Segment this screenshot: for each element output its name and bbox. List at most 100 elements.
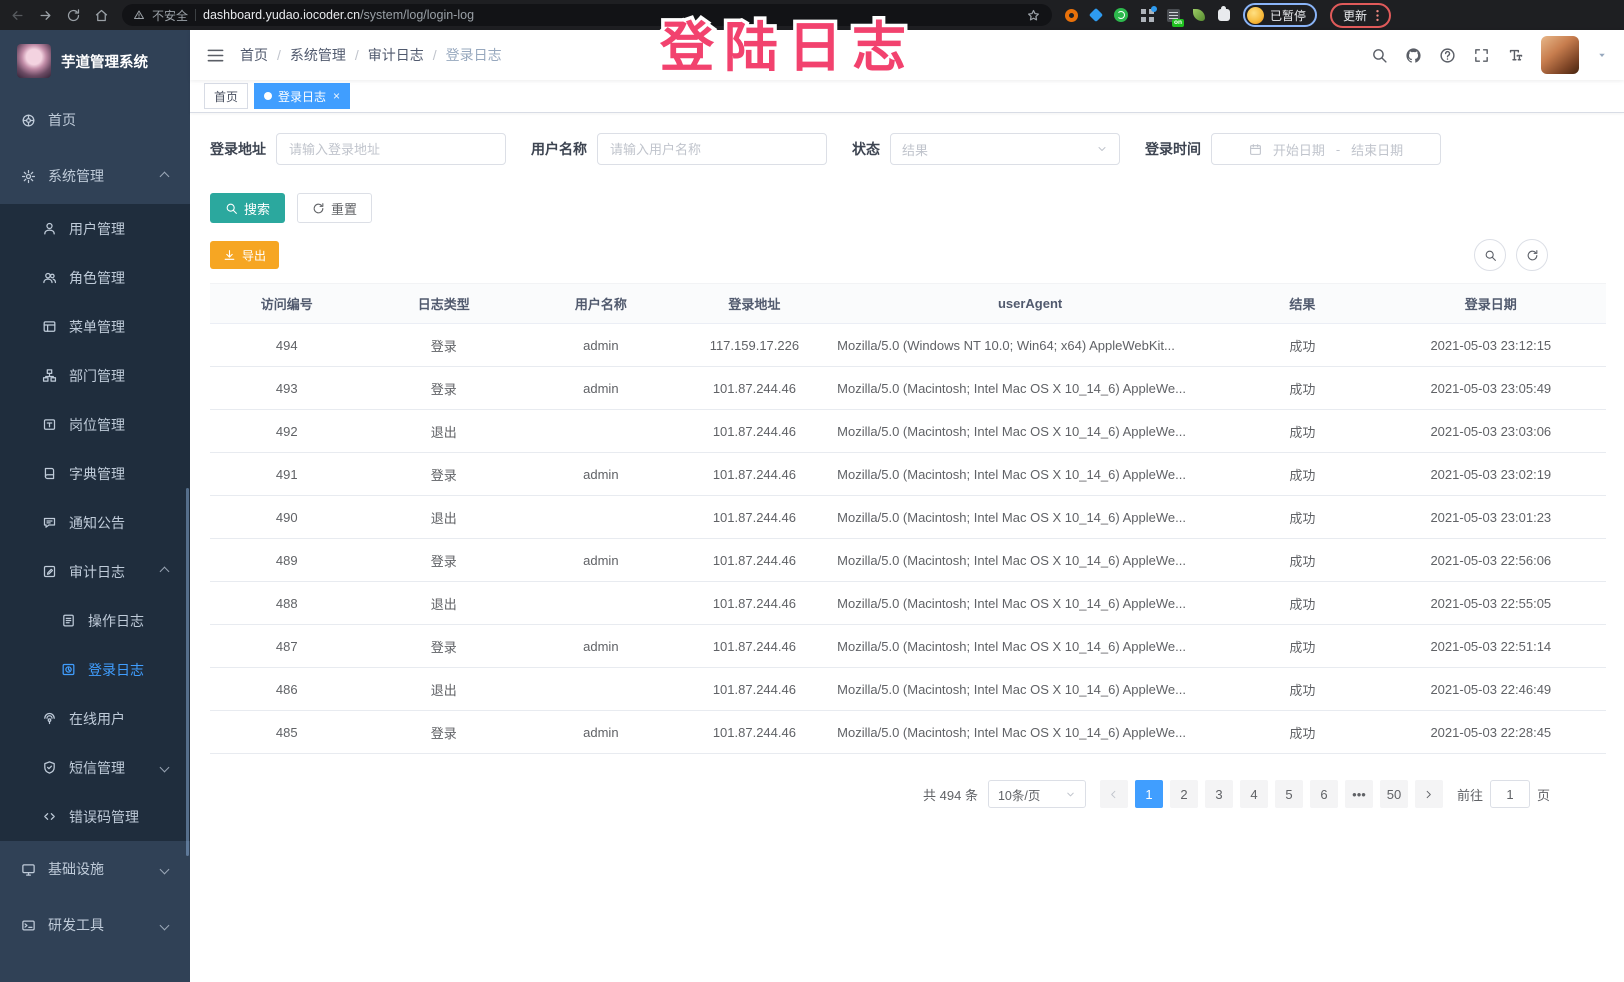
page-size-select[interactable]: 10条/页 — [987, 780, 1086, 808]
active-tab-dot — [264, 92, 273, 100]
refresh-icon — [1526, 249, 1539, 262]
sidebar-item-online[interactable]: 在线用户 — [0, 694, 190, 743]
sidebar-item-notice[interactable]: 通知公告 — [0, 498, 190, 547]
chevron-down-icon — [1096, 143, 1108, 155]
table-cell: Mozilla/5.0 (Macintosh; Intel Mac OS X 1… — [831, 452, 1230, 496]
header-search-icon[interactable] — [1371, 47, 1388, 64]
sidebar-toggle-button[interactable] — [206, 46, 225, 65]
toggle-search-button[interactable] — [1474, 239, 1506, 271]
next-page-button[interactable] — [1414, 780, 1443, 808]
user-avatar[interactable] — [1541, 36, 1579, 74]
fullscreen-icon[interactable] — [1473, 47, 1490, 64]
sidebar-item-label: 字典管理 — [69, 465, 125, 482]
tab-login-log[interactable]: 登录日志 × — [254, 83, 351, 109]
browser-back-icon[interactable] — [10, 8, 25, 23]
sidebar-item-loginlog[interactable]: 登录日志 — [0, 645, 190, 694]
sidebar-item-label: 部门管理 — [69, 367, 125, 384]
breadcrumb-audit-log[interactable]: 审计日志 — [367, 47, 424, 63]
pager: 1 2 3 4 5 6 ••• 50 — [1099, 780, 1443, 808]
tab-close-icon[interactable]: × — [333, 89, 341, 103]
extension-blue-icon[interactable] — [1088, 7, 1104, 23]
help-icon[interactable] — [1439, 47, 1456, 64]
address-bar[interactable]: 不安全 dashboard.yudao.iocoder.cn/system/lo… — [122, 4, 1052, 26]
browser-home-icon[interactable] — [94, 8, 109, 23]
sidebar-item-system[interactable]: 系统管理 — [0, 148, 190, 204]
table-cell: Mozilla/5.0 (Windows NT 10.0; Win64; x64… — [831, 323, 1230, 367]
extensions-puzzle-icon[interactable] — [1218, 6, 1230, 21]
sidebar-item-infra[interactable]: 基础设施 — [0, 841, 190, 897]
login-address-input[interactable] — [276, 133, 506, 165]
reset-button[interactable]: 重置 — [297, 193, 373, 223]
extension-green-refresh-icon[interactable] — [1114, 8, 1128, 22]
font-size-icon[interactable] — [1507, 47, 1524, 64]
page-button-50[interactable]: 50 — [1379, 780, 1408, 808]
table-cell: 登录 — [363, 323, 525, 367]
table-cell: 2021-05-03 22:55:05 — [1375, 581, 1606, 625]
sidebar-menu: 首页 系统管理 用户管理 角色管理 菜单管理部门管理岗位管理字典管理通知公告 审计日志操作… — [0, 92, 190, 953]
breadcrumb-home[interactable]: 首页 — [240, 47, 268, 63]
browser-menu-icon[interactable] — [1370, 8, 1385, 23]
browser-profile-chip[interactable]: 已暂停 — [1243, 3, 1318, 27]
tab-home[interactable]: 首页 — [204, 83, 249, 109]
bookmark-star-icon[interactable] — [1026, 8, 1041, 23]
page-button-2[interactable]: 2 — [1169, 780, 1198, 808]
browser-reload-icon[interactable] — [66, 8, 81, 23]
sidebar-item-errorcode[interactable]: 错误码管理 — [0, 792, 190, 841]
table-cell: 101.87.244.46 — [677, 581, 832, 625]
page-button-3[interactable]: 3 — [1204, 780, 1233, 808]
table-row: 487 登录 admin 101.87.244.46 Mozilla/5.0 (Maci… — [210, 624, 1606, 668]
more-pages-button[interactable]: ••• — [1344, 780, 1373, 808]
sidebar-item-dept[interactable]: 部门管理 — [0, 351, 190, 400]
export-button[interactable]: 导出 — [210, 241, 280, 269]
browser-update-button[interactable]: 更新 — [1330, 2, 1392, 28]
peoples-icon — [42, 270, 57, 285]
sidebar-item-role[interactable]: 角色管理 — [0, 253, 190, 302]
table-cell: 成功 — [1229, 710, 1376, 754]
sidebar-item-user[interactable]: 用户管理 — [0, 204, 190, 253]
page-button-1[interactable]: 1 — [1134, 780, 1163, 808]
status-placeholder: 结果 — [902, 142, 929, 158]
extension-orange-icon[interactable] — [1065, 8, 1078, 22]
sidebar-item-dict[interactable]: 字典管理 — [0, 449, 190, 498]
app-title: 芋道管理系统 — [61, 54, 148, 71]
sidebar-item-label: 操作日志 — [88, 612, 144, 629]
goto-page-input[interactable] — [1489, 780, 1530, 808]
github-icon[interactable] — [1405, 47, 1422, 64]
table-cell: 488 — [210, 581, 364, 625]
table-cell: Mozilla/5.0 (Macintosh; Intel Mac OS X 1… — [831, 667, 1230, 711]
table-cell: admin — [524, 323, 678, 367]
table-cell: 登录 — [363, 710, 525, 754]
page-button-5[interactable]: 5 — [1274, 780, 1303, 808]
sidebar-item-home[interactable]: 首页 — [0, 92, 190, 148]
search-button[interactable]: 搜索 — [210, 193, 286, 223]
extension-leaf-icon[interactable] — [1193, 9, 1205, 21]
table-toolbar: 导出 — [210, 239, 1606, 271]
refresh-table-button[interactable] — [1516, 239, 1548, 271]
table-row: 493 登录 admin 101.87.244.46 Mozilla/5.0 (Maci… — [210, 366, 1606, 410]
table-cell: 486 — [210, 667, 364, 711]
sidebar-item-auditlog[interactable]: 审计日志 — [0, 547, 190, 596]
prev-page-button[interactable] — [1099, 780, 1128, 808]
sidebar-scrollbar[interactable] — [186, 488, 189, 856]
date-range-picker[interactable]: 开始日期 - 结束日期 — [1211, 133, 1441, 165]
table-cell: 2021-05-03 22:28:45 — [1375, 710, 1606, 754]
sidebar-item-sms[interactable]: 短信管理 — [0, 743, 190, 792]
avatar-caret-icon[interactable] — [1596, 49, 1608, 61]
username-label: 用户名称 — [531, 141, 587, 157]
page-button-6[interactable]: 6 — [1309, 780, 1338, 808]
table-cell: Mozilla/5.0 (Macintosh; Intel Mac OS X 1… — [831, 710, 1230, 754]
sidebar-item-operlog[interactable]: 操作日志 — [0, 596, 190, 645]
username-input[interactable] — [597, 133, 827, 165]
browser-forward-icon[interactable] — [38, 8, 53, 23]
extension-grid-icon[interactable] — [1141, 5, 1157, 22]
breadcrumb-system[interactable]: 系统管理 — [289, 47, 346, 63]
sidebar-item-label: 错误码管理 — [69, 808, 139, 825]
dashboard-icon — [21, 113, 36, 128]
status-select[interactable]: 结果 — [890, 133, 1120, 165]
page-button-4[interactable]: 4 — [1239, 780, 1268, 808]
sidebar-item-devtool[interactable]: 研发工具 — [0, 897, 190, 953]
extension-list-icon[interactable]: on — [1167, 8, 1184, 27]
code-icon — [42, 809, 57, 824]
sidebar-item-menu[interactable]: 菜单管理 — [0, 302, 190, 351]
sidebar-item-post[interactable]: 岗位管理 — [0, 400, 190, 449]
